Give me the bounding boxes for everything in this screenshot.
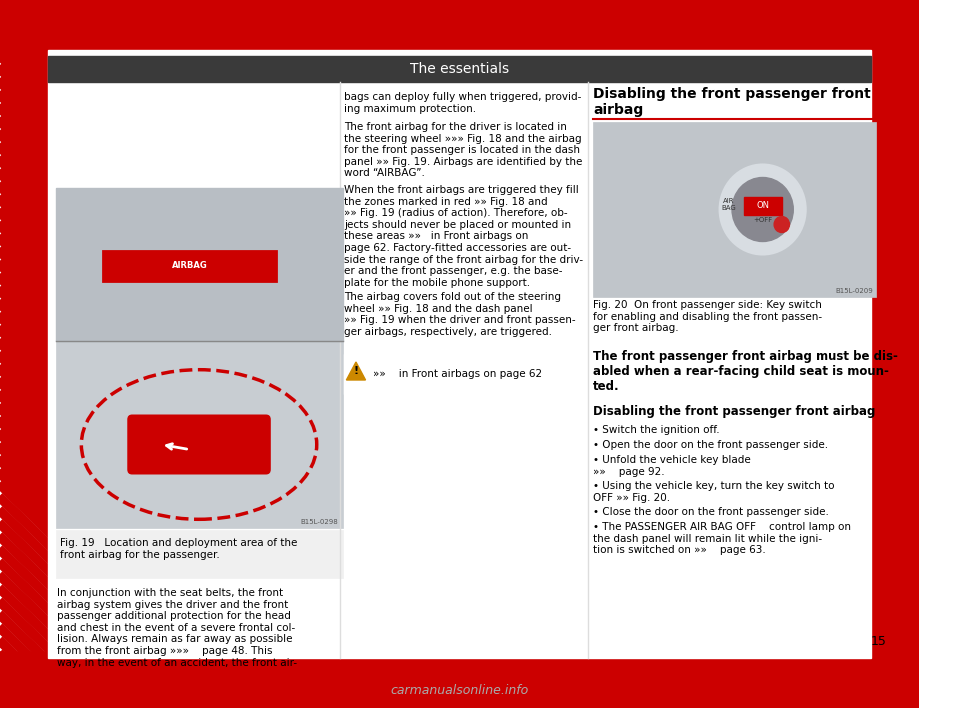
Circle shape bbox=[774, 217, 789, 232]
Bar bbox=[56, 530, 343, 578]
Text: Disabling the front passenger front airbag: Disabling the front passenger front airb… bbox=[593, 405, 876, 418]
Bar bbox=[743, 197, 781, 215]
Text: Fig. 19   Location and deployment area of the
front airbag for the passenger.: Fig. 19 Location and deployment area of … bbox=[60, 538, 298, 559]
Text: In conjunction with the seat belts, the front
airbag system gives the driver and: In conjunction with the seat belts, the … bbox=[58, 588, 298, 668]
Bar bbox=[56, 188, 343, 528]
Text: AIR
BAG: AIR BAG bbox=[722, 198, 736, 211]
Text: The airbag covers fold out of the steering
wheel »» Fig. 18 and the dash panel
»: The airbag covers fold out of the steeri… bbox=[345, 292, 576, 337]
Text: B15L-0209: B15L-0209 bbox=[835, 288, 873, 294]
Text: • Switch the ignition off.: • Switch the ignition off. bbox=[593, 425, 720, 435]
Text: carmanualsonline.info: carmanualsonline.info bbox=[390, 683, 528, 697]
Text: • Open the door on the front passenger side.: • Open the door on the front passenger s… bbox=[593, 440, 828, 450]
Bar bbox=[0, 0, 919, 52]
Text: The essentials: The essentials bbox=[410, 62, 509, 76]
Text: Fig. 20  On front passenger side: Key switch
for enabling and disabling the fron: Fig. 20 On front passenger side: Key swi… bbox=[593, 300, 823, 333]
Bar bbox=[593, 122, 876, 297]
Bar bbox=[869, 0, 919, 708]
Text: +OFF: +OFF bbox=[753, 217, 772, 222]
Text: »»    in Front airbags on page 62: »» in Front airbags on page 62 bbox=[373, 369, 542, 379]
Bar bbox=[345, 354, 588, 394]
Text: 15: 15 bbox=[871, 635, 886, 648]
FancyBboxPatch shape bbox=[128, 414, 271, 474]
Circle shape bbox=[732, 178, 793, 241]
Bar bbox=[48, 56, 871, 82]
Text: bags can deploy fully when triggered, provid-
ing maximum protection.: bags can deploy fully when triggered, pr… bbox=[345, 92, 582, 113]
Text: • The PASSENGER AIR BAG OFF    control lamp on
the dash panel will remain lit wh: • The PASSENGER AIR BAG OFF control lamp… bbox=[593, 522, 852, 555]
Text: Disabling the front passenger front
airbag: Disabling the front passenger front airb… bbox=[593, 87, 871, 118]
Bar bbox=[0, 656, 919, 708]
Text: AIRBAG: AIRBAG bbox=[172, 261, 207, 270]
Bar bbox=[0, 0, 50, 708]
Text: ON: ON bbox=[756, 201, 769, 210]
Text: • Unfold the vehicle key blade
»»    page 92.: • Unfold the vehicle key blade »» page 9… bbox=[593, 455, 751, 476]
Text: B15L-0298: B15L-0298 bbox=[300, 519, 338, 525]
Bar bbox=[56, 188, 343, 341]
Bar bbox=[104, 251, 276, 281]
Polygon shape bbox=[347, 362, 366, 380]
Text: • Close the door on the front passenger side.: • Close the door on the front passenger … bbox=[593, 507, 829, 517]
Text: When the front airbags are triggered they fill
the zones marked in red »» Fig. 1: When the front airbags are triggered the… bbox=[345, 185, 584, 287]
Circle shape bbox=[720, 164, 805, 254]
Text: The front passenger front airbag must be dis-
abled when a rear-facing child sea: The front passenger front airbag must be… bbox=[593, 350, 899, 393]
Text: • Using the vehicle key, turn the key switch to
OFF »» Fig. 20.: • Using the vehicle key, turn the key sw… bbox=[593, 481, 835, 503]
Text: !: ! bbox=[353, 366, 358, 376]
Bar bbox=[48, 50, 871, 658]
Text: The front airbag for the driver is located in
the steering wheel »»» Fig. 18 and: The front airbag for the driver is locat… bbox=[345, 122, 583, 178]
